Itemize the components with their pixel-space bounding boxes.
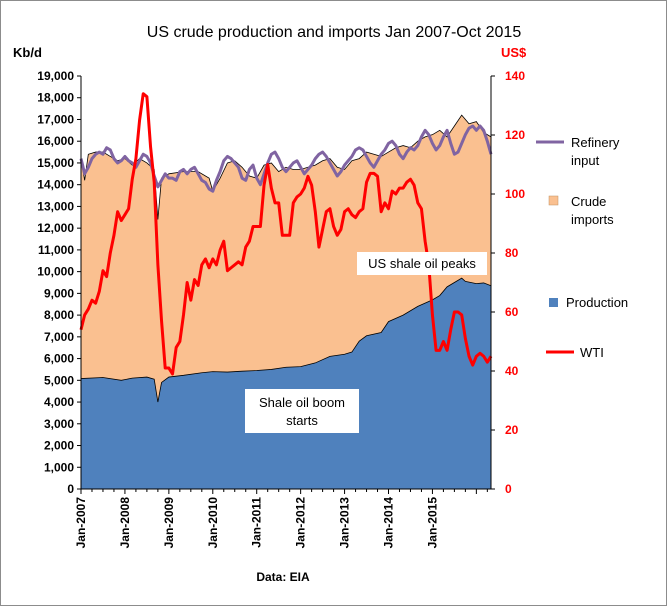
annotation-shale-peak-text: US shale oil peaks (368, 256, 476, 271)
right-tick-label: 120 (505, 128, 525, 142)
left-tick-label: 15,000 (37, 156, 74, 170)
right-tick-label: 0 (505, 482, 512, 496)
legend-production-swatch (549, 298, 558, 307)
series-production-area (81, 278, 491, 489)
legend-wti-label: WTI (580, 345, 604, 360)
right-tick-label: 100 (505, 187, 525, 201)
x-tick-label: Jan-2011 (250, 497, 264, 548)
series-production-edge (80, 277, 492, 403)
annotation-shale-boom: Shale oil boom starts (245, 389, 359, 433)
right-tick-label: 80 (505, 246, 519, 260)
left-tick-label: 16,000 (37, 134, 74, 148)
right-tick-label: 20 (505, 423, 519, 437)
right-tick-label: 60 (505, 305, 519, 319)
left-tick-label: 12,000 (37, 221, 74, 235)
annotation-shale-peak-box (357, 252, 487, 275)
chart-title: US crude production and imports Jan 2007… (147, 24, 522, 41)
legend-production-label: Production (566, 295, 628, 310)
legend-imports-label: Crude (571, 194, 606, 209)
series-crude-imports-edge (80, 114, 492, 220)
left-tick-label: 13,000 (37, 199, 74, 213)
left-tick-label: 8,000 (44, 308, 74, 322)
left-tick-label: 4,000 (44, 395, 74, 409)
right-tick-label: 140 (505, 69, 525, 83)
left-tick-label: 0 (67, 482, 74, 496)
left-tick-label: 2,000 (44, 439, 74, 453)
x-tick-label: Jan-2014 (382, 497, 396, 549)
right-axis-unit: US$ (501, 45, 527, 60)
left-tick-label: 9,000 (44, 286, 74, 300)
left-tick-label: 11,000 (38, 243, 74, 257)
left-tick-label: 17,000 (37, 112, 74, 126)
left-tick-label: 14,000 (37, 178, 74, 192)
x-tick-label: Jan-2007 (74, 497, 88, 549)
annotation-shale-boom-text-2: starts (286, 413, 318, 428)
x-tick-label: Jan-2015 (425, 497, 439, 549)
series-wti-line (79, 92, 493, 376)
left-tick-label: 3,000 (44, 417, 74, 431)
left-axis-unit: Kb/d (13, 45, 42, 60)
right-tick-label: 40 (505, 364, 519, 378)
x-tick-label: Jan-2012 (294, 497, 308, 549)
series-refinery-input-line (79, 124, 493, 193)
annotation-shale-boom-text: Shale oil boom (259, 395, 345, 410)
left-tick-label: 5,000 (44, 373, 74, 387)
x-tick-label: Jan-2009 (162, 497, 176, 549)
legend: Refinery input Crude imports Production … (536, 135, 628, 360)
left-tick-label: 6,000 (44, 352, 74, 366)
x-tick-label: Jan-2010 (206, 497, 220, 549)
legend-imports-swatch (548, 195, 559, 206)
source-note: Data: EIA (256, 570, 310, 584)
left-tick-label: 1,000 (44, 460, 74, 474)
x-tick-label: Jan-2013 (338, 497, 352, 549)
annotation-shale-boom-box (245, 389, 359, 433)
legend-imports-label-2: imports (571, 212, 614, 227)
annotation-shale-peak: US shale oil peaks (357, 252, 487, 275)
left-tick-label: 19,000 (37, 69, 74, 83)
left-tick-label: 7,000 (44, 330, 74, 344)
legend-refinery-label-2: input (571, 153, 600, 168)
legend-refinery-label: Refinery (571, 135, 620, 150)
left-tick-label: 10,000 (37, 265, 74, 279)
left-tick-label: 18,000 (37, 91, 74, 105)
x-tick-label: Jan-2008 (118, 497, 132, 549)
